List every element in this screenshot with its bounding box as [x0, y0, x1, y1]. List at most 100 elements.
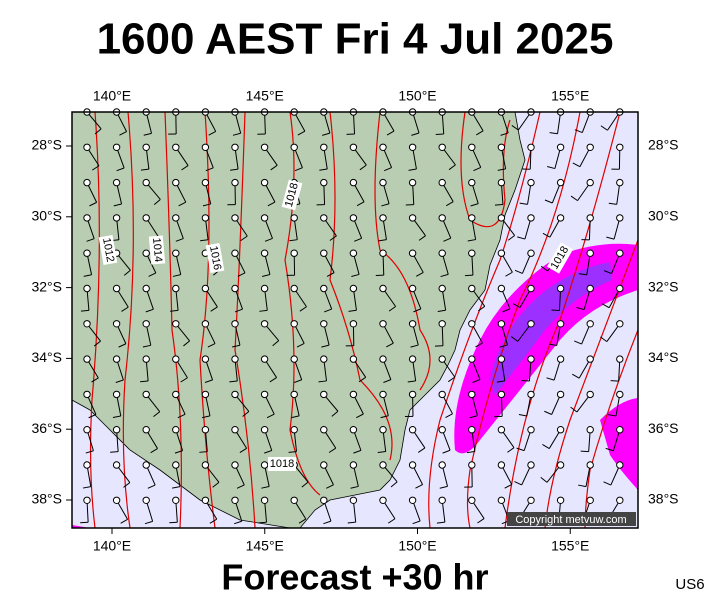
station [587, 462, 593, 468]
station [202, 462, 208, 468]
station [587, 427, 593, 433]
station [498, 144, 504, 150]
station [232, 179, 238, 185]
station [439, 250, 445, 256]
station [439, 497, 445, 503]
station [350, 144, 356, 150]
station [173, 321, 179, 327]
lon-label: 150°E [398, 538, 436, 554]
station [84, 391, 90, 397]
station [528, 391, 534, 397]
station [261, 356, 267, 362]
copyright: Copyright metvuw.com [515, 514, 626, 526]
station [232, 215, 238, 221]
station [173, 427, 179, 433]
station [528, 144, 534, 150]
station [469, 391, 475, 397]
station [350, 215, 356, 221]
station [469, 250, 475, 256]
station [409, 462, 415, 468]
lat-label: 30°S [648, 208, 679, 224]
station [321, 321, 327, 327]
station [202, 497, 208, 503]
forecast-hour: Forecast +30 hr [221, 557, 488, 598]
station [587, 285, 593, 291]
station [232, 144, 238, 150]
barb-flag [436, 134, 444, 135]
station [617, 144, 623, 150]
station [84, 144, 90, 150]
station [528, 250, 534, 256]
station [113, 144, 119, 150]
station [409, 391, 415, 397]
station [261, 391, 267, 397]
station [232, 356, 238, 362]
lon-label: 155°E [551, 88, 589, 104]
station [350, 427, 356, 433]
lat-label: 34°S [648, 349, 679, 365]
station [143, 321, 149, 327]
lon-label: 155°E [551, 538, 589, 554]
station [557, 179, 563, 185]
station [232, 427, 238, 433]
station [617, 391, 623, 397]
station [261, 250, 267, 256]
station [557, 391, 563, 397]
station [380, 215, 386, 221]
station [350, 321, 356, 327]
station [143, 179, 149, 185]
station [439, 321, 445, 327]
station [232, 497, 238, 503]
barb-flag [110, 452, 118, 453]
station [261, 144, 267, 150]
station [528, 285, 534, 291]
station [439, 215, 445, 221]
station [143, 497, 149, 503]
station [469, 321, 475, 327]
map-area: Copyright metvuw.com [72, 109, 638, 528]
station [143, 250, 149, 256]
station [498, 356, 504, 362]
station [113, 321, 119, 327]
lon-label: 145°E [246, 88, 284, 104]
station [143, 285, 149, 291]
station [409, 179, 415, 185]
station [84, 179, 90, 185]
station [173, 497, 179, 503]
station [380, 144, 386, 150]
station [587, 321, 593, 327]
station [469, 497, 475, 503]
station [469, 462, 475, 468]
barb-flag [521, 380, 529, 381]
station [380, 391, 386, 397]
station [261, 497, 267, 503]
station [321, 215, 327, 221]
station [380, 497, 386, 503]
station [380, 250, 386, 256]
station [439, 391, 445, 397]
station [173, 250, 179, 256]
station [173, 144, 179, 150]
lat-label: 34°S [31, 349, 62, 365]
station [84, 497, 90, 503]
station [321, 427, 327, 433]
model-id: US6 [675, 576, 704, 593]
station [291, 144, 297, 150]
station [321, 179, 327, 185]
station [143, 462, 149, 468]
barb-flag [581, 451, 589, 452]
lat-label: 28°S [31, 137, 62, 153]
barb-flag [495, 205, 503, 206]
barb-flag [169, 522, 177, 523]
station [380, 427, 386, 433]
station [232, 462, 238, 468]
station [409, 250, 415, 256]
station [202, 427, 208, 433]
station [587, 391, 593, 397]
station [380, 462, 386, 468]
station [587, 250, 593, 256]
station [173, 285, 179, 291]
station [528, 179, 534, 185]
station [439, 179, 445, 185]
